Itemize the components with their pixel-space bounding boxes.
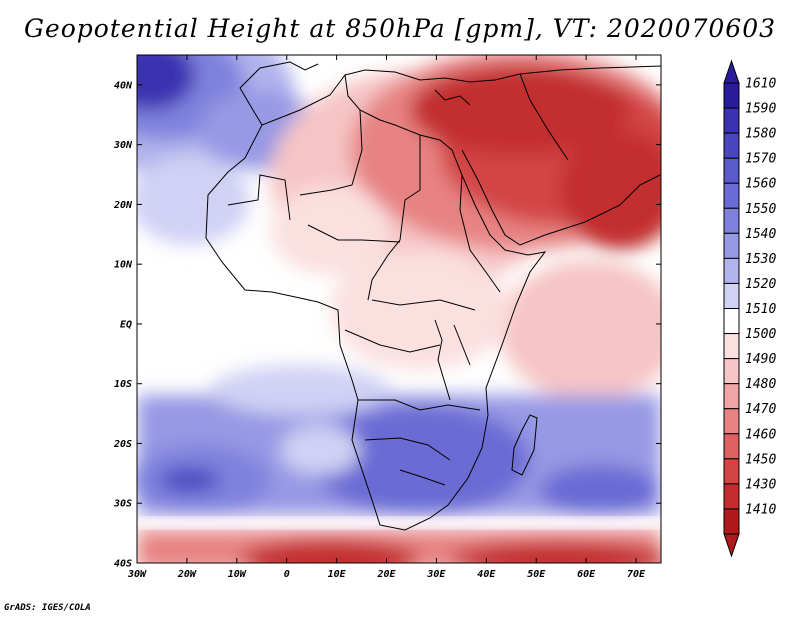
colorbar-label: 1410 [745, 502, 776, 517]
credit-text: GrADS: IGES/COLA [4, 603, 91, 613]
colorbar-label: 1520 [745, 277, 776, 292]
colorbar-label: 1530 [745, 252, 776, 267]
lon-tick-label: 20W [177, 569, 197, 580]
colorbar-label: 1570 [745, 152, 776, 167]
colorbar-swatch [723, 383, 740, 410]
colorbar-swatch [723, 82, 740, 109]
colorbar-swatch [723, 458, 740, 485]
colorbar-swatch [723, 257, 740, 284]
colorbar-label: 1510 [745, 302, 776, 317]
colorbar-label: 1430 [745, 477, 776, 492]
lon-tick-label: 10E [328, 569, 347, 580]
colorbar-swatch [723, 282, 740, 310]
colorbar-label: 1590 [745, 102, 776, 117]
lon-tick-label: 10W [228, 569, 247, 580]
colorbar-label: 1540 [745, 227, 776, 242]
lon-tick-label: 20E [376, 569, 396, 580]
lat-tick-label: 20N [113, 200, 133, 211]
colorbar-bottom-arrow [723, 533, 740, 558]
lat-tick-label: 40S [114, 559, 132, 570]
colorbar-swatch [723, 232, 740, 259]
lat-tick-label: 10S [114, 379, 132, 390]
colorbar-swatch [723, 107, 740, 134]
coastlines [205, 61, 661, 531]
colorbar-swatch [723, 132, 740, 159]
colorbar-label: 1500 [745, 327, 776, 342]
lon-tick-label: 30E [426, 569, 446, 580]
colorbar-swatch [723, 308, 740, 335]
colorbar-label: 1470 [745, 402, 776, 417]
lat-tick-label: 10N [114, 260, 133, 271]
colorbar-top-arrow [723, 59, 740, 84]
colorbar-swatch [723, 433, 740, 460]
height-field [137, 55, 661, 563]
colorbar-swatch [723, 333, 740, 360]
lon-tick-label: 0 [284, 569, 290, 580]
colorbar-label: 1480 [745, 377, 776, 392]
map-title: Geopotential Height at 850hPa [gpm], VT:… [23, 14, 777, 43]
lat-tick-label: 30S [113, 499, 132, 510]
colorbar-swatch [723, 182, 740, 209]
colorbar-label: 1560 [745, 177, 776, 192]
colorbar-label: 1450 [745, 452, 776, 467]
colorbar-label: 1490 [745, 352, 776, 367]
lon-tick-label: 60E [577, 569, 596, 580]
lon-tick-label: 50E [527, 569, 546, 580]
colorbar-label: 1550 [745, 202, 776, 217]
colorbar-swatch [723, 483, 740, 510]
longitude-axis: 30W 20W 10W 0 10E 20E 30E 40E 50E 60E 70E [127, 55, 646, 580]
colorbar-swatch [723, 358, 740, 385]
colorbar-swatch [723, 408, 740, 435]
colorbar-swatch [723, 157, 740, 184]
map-frame [136, 54, 662, 564]
latitude-axis: 40N 30N 20N 10N EQ 10S 20S 30S 40S [113, 80, 661, 570]
colorbar-label: 1580 [745, 127, 776, 142]
lat-tick-label: 20S [113, 439, 132, 450]
lat-tick-label: EQ [120, 319, 132, 330]
colorbar: 1610 1590 1580 1570 1560 1550 1540 1530 1520 1510… [723, 59, 776, 558]
colorbar-swatch [723, 508, 740, 535]
colorbar-swatch [723, 207, 740, 234]
lon-tick-label: 40E [477, 569, 496, 580]
colorbar-label: 1610 [745, 77, 776, 92]
lon-tick-label: 30W [127, 569, 147, 580]
lat-tick-label: 40N [114, 80, 133, 91]
lon-tick-label: 70E [627, 569, 646, 580]
colorbar-label: 1460 [745, 427, 776, 442]
lat-tick-label: 30N [113, 140, 133, 151]
